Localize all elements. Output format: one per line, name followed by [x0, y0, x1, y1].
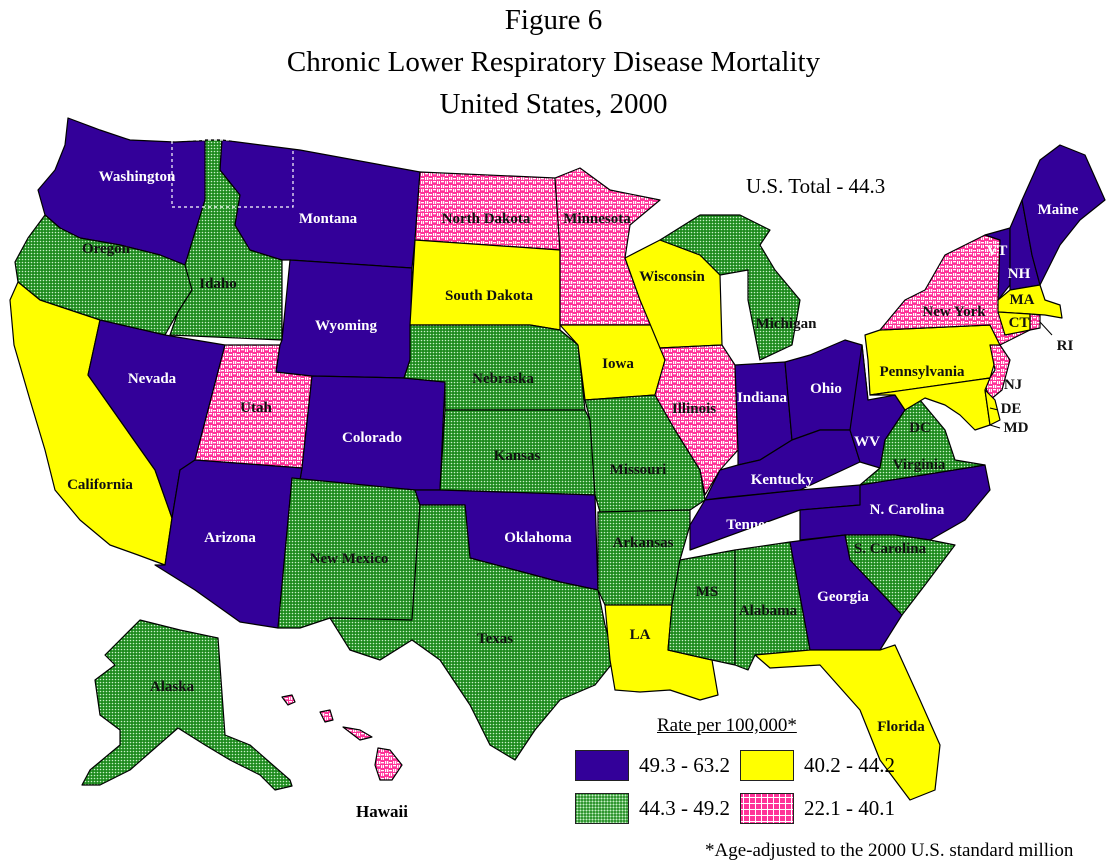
- legend-swatch-purple: [575, 750, 629, 781]
- state-montana[interactable]: [219, 139, 421, 269]
- label-wisconsin: Wisconsin: [639, 269, 705, 285]
- figure-main-title: Chronic Lower Respiratory Disease Mortal…: [286, 46, 821, 78]
- state-illinois[interactable]: [654, 344, 739, 496]
- label-texas: Texas: [477, 631, 513, 647]
- label-maine: Maine: [1038, 202, 1079, 218]
- label-dc: DC: [909, 420, 931, 436]
- label-de: DE: [1001, 401, 1022, 417]
- label-virginia: Virginia: [893, 457, 946, 473]
- label-nj: NJ: [1004, 377, 1023, 393]
- state-new-jersey[interactable]: [984, 344, 1011, 401]
- selection-box: [171, 139, 294, 208]
- legend-range: 44.3 - 49.2: [639, 796, 730, 820]
- md-leader-line: [989, 424, 1001, 429]
- state-virginia[interactable]: [859, 399, 986, 486]
- legend-range: 40.2 - 44.2: [804, 753, 895, 777]
- state-vermont[interactable]: [984, 227, 1011, 301]
- state-maryland[interactable]: [869, 377, 991, 431]
- state-hawaii-kauai[interactable]: [281, 694, 296, 706]
- footnote: *Age-adjusted to the 2000 U.S. standard …: [705, 840, 1074, 861]
- legend-item-high: 49.3 - 63.2: [575, 750, 730, 781]
- label-kentucky: Kentucky: [751, 472, 814, 488]
- label-ri: RI: [1057, 338, 1074, 354]
- legend-item-low: 22.1 - 40.1: [740, 793, 895, 824]
- state-south-dakota[interactable]: [409, 239, 561, 331]
- label-south-dakota: South Dakota: [445, 288, 533, 304]
- de-leader-line: [989, 407, 999, 411]
- state-alaska[interactable]: [81, 619, 293, 791]
- label-california: California: [67, 477, 133, 493]
- legend-range: 22.1 - 40.1: [804, 796, 895, 820]
- label-arizona: Arizona: [204, 530, 256, 546]
- state-hawaii-oahu[interactable]: [319, 709, 334, 723]
- label-s-carolina: S. Carolina: [854, 541, 927, 557]
- label-n-carolina: N. Carolina: [870, 502, 945, 518]
- label-michigan: Michigan: [756, 316, 817, 332]
- label-illinois: Illinois: [672, 401, 716, 417]
- label-missouri: Missouri: [610, 462, 667, 478]
- state-maine[interactable]: [1021, 144, 1106, 286]
- state-hawaii-maui[interactable]: [342, 726, 373, 741]
- label-kansas: Kansas: [494, 448, 541, 464]
- label-la: LA: [630, 627, 651, 643]
- label-ms: MS: [696, 584, 719, 600]
- legend-item-mid-high: 44.3 - 49.2: [575, 793, 730, 824]
- label-wyoming: Wyoming: [315, 318, 377, 334]
- legend-swatch-pink: [740, 793, 794, 824]
- label-idaho: Idaho: [199, 276, 237, 292]
- label-arkansas: Arkansas: [613, 535, 674, 551]
- state-texas[interactable]: [329, 504, 616, 761]
- label-nebraska: Nebraska: [472, 371, 534, 387]
- label-ct: CT: [1009, 315, 1030, 331]
- state-hawaii-big-island[interactable]: [374, 747, 403, 781]
- label-utah: Utah: [240, 400, 272, 416]
- label-ma: MA: [1010, 292, 1035, 308]
- label-hawaii: Hawaii: [356, 802, 408, 821]
- ri-leader-line: [1039, 321, 1053, 336]
- label-north-dakota: North Dakota: [442, 211, 531, 227]
- label-oklahoma: Oklahoma: [504, 530, 572, 546]
- label-pennsylvania: Pennsylvania: [879, 364, 965, 380]
- state-arizona[interactable]: [154, 459, 303, 629]
- legend-swatch-green: [575, 793, 629, 824]
- label-iowa: Iowa: [602, 356, 634, 372]
- state-florida[interactable]: [754, 644, 941, 801]
- legend-title: Rate per 100,000*: [657, 715, 797, 736]
- label-ohio: Ohio: [810, 381, 842, 397]
- label-nevada: Nevada: [128, 371, 177, 387]
- us-total-label: U.S. Total - 44.3: [746, 174, 886, 198]
- legend-range: 49.3 - 63.2: [639, 753, 730, 777]
- figure-number: Figure 6: [504, 4, 603, 36]
- label-minnesota: Minnesota: [563, 211, 631, 227]
- label-nh: NH: [1008, 266, 1031, 282]
- label-alabama: Alabama: [739, 603, 798, 619]
- label-tennessee: Tennessee: [726, 517, 790, 533]
- label-new-york: New York: [922, 304, 986, 320]
- label-vt: VT: [987, 243, 1008, 259]
- state-rhode-island[interactable]: [1029, 313, 1041, 331]
- label-washington: Washington: [99, 169, 176, 185]
- state-michigan[interactable]: [659, 214, 801, 361]
- label-new-mexico: New Mexico: [310, 551, 389, 567]
- state-delaware[interactable]: [984, 389, 1001, 426]
- label-wv: WV: [854, 434, 880, 450]
- label-montana: Montana: [299, 211, 358, 227]
- label-oregon: Oregon: [82, 241, 131, 257]
- label-alaska: Alaska: [150, 679, 195, 695]
- label-indiana: Indiana: [737, 390, 788, 406]
- label-md: MD: [1004, 420, 1029, 436]
- figure-subtitle: United States, 2000: [439, 88, 668, 120]
- label-georgia: Georgia: [817, 589, 869, 605]
- label-florida: Florida: [877, 719, 925, 735]
- legend-swatch-yellow: [740, 750, 794, 781]
- legend-item-mid-low: 40.2 - 44.2: [740, 750, 895, 781]
- label-colorado: Colorado: [342, 430, 402, 446]
